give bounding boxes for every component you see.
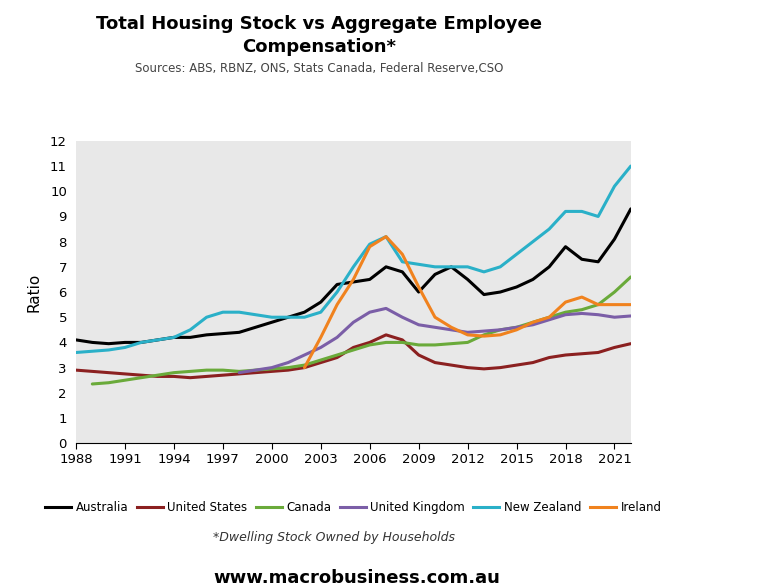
Legend: Australia, United States, Canada, United Kingdom, New Zealand, Ireland: Australia, United States, Canada, United… (40, 496, 667, 518)
Text: Compensation*: Compensation* (242, 38, 396, 56)
Y-axis label: Ratio: Ratio (27, 272, 42, 312)
Text: MACRO: MACRO (638, 31, 723, 50)
Text: BUSINESS: BUSINESS (638, 69, 723, 84)
Text: www.macrobusiness.com.au: www.macrobusiness.com.au (214, 569, 501, 587)
Text: Total Housing Stock vs Aggregate Employee: Total Housing Stock vs Aggregate Employe… (97, 15, 542, 33)
Text: Sources: ABS, RBNZ, ONS, Stats Canada, Federal Reserve,CSO: Sources: ABS, RBNZ, ONS, Stats Canada, F… (135, 62, 503, 75)
Text: *Dwelling Stock Owned by Households: *Dwelling Stock Owned by Households (214, 531, 455, 544)
